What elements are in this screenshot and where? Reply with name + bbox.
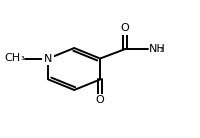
Text: O: O <box>96 95 104 105</box>
Text: N: N <box>44 54 53 63</box>
Text: ₂: ₂ <box>160 45 164 54</box>
Text: CH: CH <box>4 53 20 63</box>
Text: ₃: ₃ <box>21 53 24 62</box>
Text: O: O <box>121 23 130 33</box>
Text: NH: NH <box>149 44 166 54</box>
